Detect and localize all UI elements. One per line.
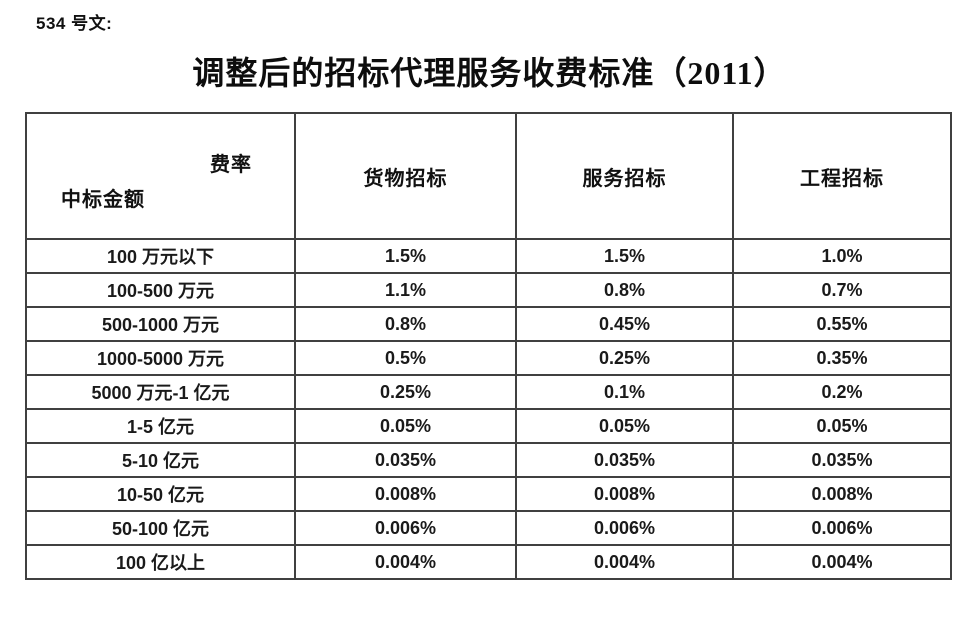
- rate-cell: 0.004%: [732, 544, 952, 580]
- corner-label-bid-amount: 中标金额: [61, 189, 145, 211]
- column-header-goods: 货物招标: [294, 112, 517, 240]
- rate-cell: 1.1%: [294, 272, 517, 308]
- fee-rate-table: 费率 中标金额 货物招标 服务招标 工程招标 100 万元以下 1.5% 1.5…: [25, 112, 952, 580]
- rate-cell: 0.035%: [515, 442, 734, 478]
- rate-cell: 0.55%: [732, 306, 952, 342]
- doc-number-label: 534 号文:: [36, 14, 113, 33]
- table-row: 5-10 亿元 0.035% 0.035% 0.035%: [25, 442, 952, 478]
- rate-cell: 0.05%: [515, 408, 734, 444]
- rate-cell: 0.004%: [294, 544, 517, 580]
- table-row: 1-5 亿元 0.05% 0.05% 0.05%: [25, 408, 952, 444]
- rate-cell: 1.5%: [294, 238, 517, 274]
- rate-cell: 0.1%: [515, 374, 734, 410]
- row-label: 100 万元以下: [25, 238, 296, 274]
- rate-cell: 0.004%: [515, 544, 734, 580]
- row-label: 50-100 亿元: [25, 510, 296, 546]
- rate-cell: 0.35%: [732, 340, 952, 376]
- table-row: 50-100 亿元 0.006% 0.006% 0.006%: [25, 510, 952, 546]
- rate-cell: 0.8%: [515, 272, 734, 308]
- rate-cell: 0.45%: [515, 306, 734, 342]
- row-label: 5000 万元-1 亿元: [25, 374, 296, 410]
- table-header-row: 费率 中标金额 货物招标 服务招标 工程招标: [25, 112, 952, 240]
- table-row: 5000 万元-1 亿元 0.25% 0.1% 0.2%: [25, 374, 952, 410]
- rate-cell: 0.008%: [515, 476, 734, 512]
- corner-label-rate: 费率: [210, 154, 252, 176]
- row-label: 500-1000 万元: [25, 306, 296, 342]
- rate-cell: 0.05%: [294, 408, 517, 444]
- table-row: 10-50 亿元 0.008% 0.008% 0.008%: [25, 476, 952, 512]
- table-row: 1000-5000 万元 0.5% 0.25% 0.35%: [25, 340, 952, 376]
- row-label: 5-10 亿元: [25, 442, 296, 478]
- rate-cell: 0.2%: [732, 374, 952, 410]
- rate-cell: 0.25%: [515, 340, 734, 376]
- rate-cell: 1.5%: [515, 238, 734, 274]
- column-header-services: 服务招标: [515, 112, 734, 240]
- table-row: 100-500 万元 1.1% 0.8% 0.7%: [25, 272, 952, 308]
- table-row: 100 万元以下 1.5% 1.5% 1.0%: [25, 238, 952, 274]
- row-label: 100-500 万元: [25, 272, 296, 308]
- table-row: 500-1000 万元 0.8% 0.45% 0.55%: [25, 306, 952, 342]
- rate-cell: 0.035%: [294, 442, 517, 478]
- row-label: 1-5 亿元: [25, 408, 296, 444]
- rate-cell: 0.006%: [515, 510, 734, 546]
- page-title: 调整后的招标代理服务收费标准（2011）: [192, 55, 787, 91]
- rate-cell: 0.006%: [732, 510, 952, 546]
- rate-cell: 0.5%: [294, 340, 517, 376]
- table-row: 100 亿以上 0.004% 0.004% 0.004%: [25, 544, 952, 580]
- rate-cell: 0.25%: [294, 374, 517, 410]
- rate-cell: 0.008%: [294, 476, 517, 512]
- rate-cell: 0.05%: [732, 408, 952, 444]
- column-header-engineering: 工程招标: [732, 112, 952, 240]
- rate-cell: 0.008%: [732, 476, 952, 512]
- rate-cell: 0.006%: [294, 510, 517, 546]
- rate-cell: 0.8%: [294, 306, 517, 342]
- diagonal-split-header-cell: 费率 中标金额: [25, 112, 296, 240]
- rate-cell: 1.0%: [732, 238, 952, 274]
- rate-cell: 0.035%: [732, 442, 952, 478]
- row-label: 10-50 亿元: [25, 476, 296, 512]
- row-label: 100 亿以上: [25, 544, 296, 580]
- rate-cell: 0.7%: [732, 272, 952, 308]
- row-label: 1000-5000 万元: [25, 340, 296, 376]
